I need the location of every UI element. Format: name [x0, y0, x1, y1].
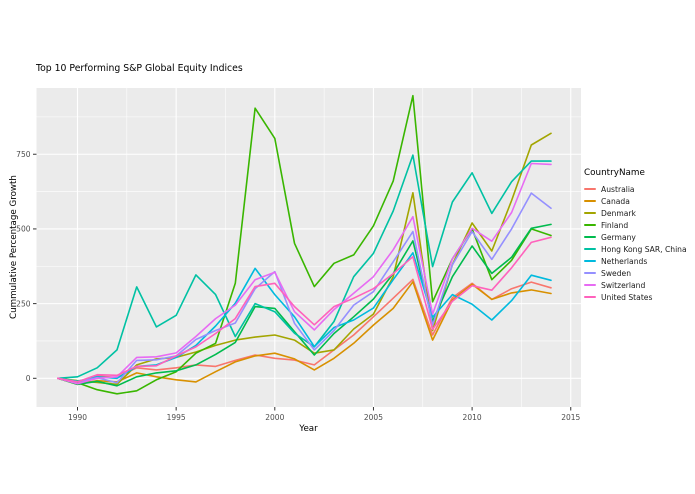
legend-key-line: [584, 235, 596, 239]
legend-key-line: [584, 271, 596, 275]
legend-label: Denmark: [601, 208, 636, 218]
legend-item-finland: Finland: [584, 219, 694, 231]
legend-label: Germany: [601, 232, 636, 242]
legend-key-line: [584, 187, 596, 191]
legend-label: Finland: [601, 220, 629, 230]
series-line-germany: [56, 223, 552, 387]
x-tick-label: 2005: [364, 413, 383, 422]
legend-label: Sweden: [601, 268, 632, 278]
legend-item-australia: Australia: [584, 183, 694, 195]
legend-label: Canada: [601, 196, 630, 206]
y-tick-label: 0: [26, 374, 31, 383]
legend-item-sweden: Sweden: [584, 267, 694, 279]
legend-item-denmark: Denmark: [584, 207, 694, 219]
legend-key-line: [584, 223, 596, 227]
legend-key-line: [584, 295, 596, 299]
series-line-sweden: [56, 192, 552, 384]
x-axis-title: Year: [299, 424, 318, 434]
legend-key-line: [584, 199, 596, 203]
y-tick-label: 250: [16, 299, 31, 308]
series-line-australia: [56, 278, 552, 384]
legend-key-line: [584, 211, 596, 215]
legend: CountryName Australia Canada Denmark Finlan…: [584, 168, 694, 303]
legend-key-line: [584, 259, 596, 263]
legend-item-switzerland: Switzerland: [584, 279, 694, 291]
legend-item-united-states: United States: [584, 291, 694, 303]
x-tick-label: 2000: [265, 413, 284, 422]
legend-label: Australia: [601, 184, 635, 194]
legend-item-hong-kong-sar-china: Hong Kong SAR, China: [584, 243, 694, 255]
y-axis-title: Cummulative Percentage Growth: [9, 175, 19, 319]
series-line-united-states: [56, 236, 552, 383]
series-line-switzerland: [56, 162, 552, 385]
legend-label: Switzerland: [601, 280, 646, 290]
legend-item-netherlands: Netherlands: [584, 255, 694, 267]
x-tick-label: 2015: [561, 413, 580, 422]
legend-label: United States: [601, 292, 653, 302]
chart-title: Top 10 Performing S&P Global Equity Indi…: [36, 63, 243, 74]
legend-label: Netherlands: [601, 256, 648, 266]
legend-item-canada: Canada: [584, 195, 694, 207]
legend-key-line: [584, 247, 596, 251]
x-tick-label: 1990: [68, 413, 87, 422]
series-line-canada: [56, 280, 552, 386]
legend-label: Hong Kong SAR, China: [601, 244, 687, 254]
legend-title: CountryName: [584, 168, 645, 178]
y-tick-label: 750: [16, 150, 31, 159]
legend-key-line: [584, 283, 596, 287]
series-line-hong-kong-sar-china: [56, 154, 552, 380]
y-tick-label: 500: [16, 225, 31, 234]
legend-items: Australia Canada Denmark Finland Germany Hong…: [584, 183, 694, 303]
series-line-denmark: [56, 132, 552, 386]
x-tick-label: 1995: [167, 413, 186, 422]
x-tick-label: 2010: [463, 413, 482, 422]
legend-item-germany: Germany: [584, 231, 694, 243]
